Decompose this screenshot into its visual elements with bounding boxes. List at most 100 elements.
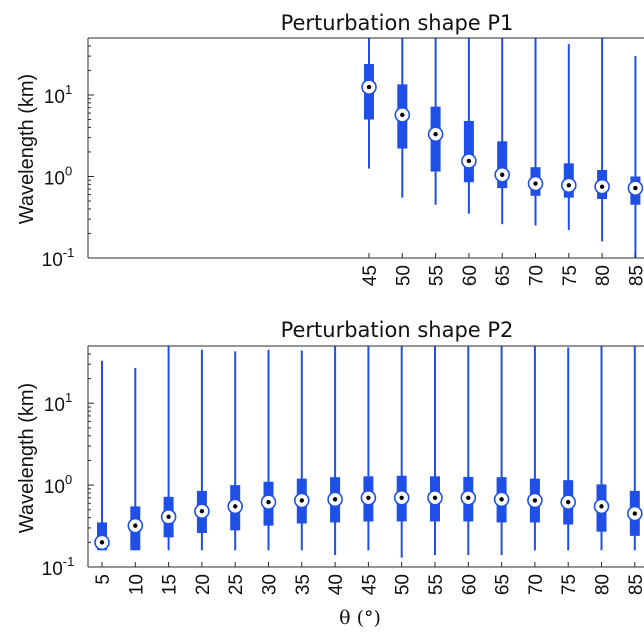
x-tick-label: 80 bbox=[593, 265, 614, 286]
whisker bbox=[200, 349, 203, 551]
y-tick-label: 10-1 bbox=[42, 554, 75, 580]
x-tick-label: 80 bbox=[593, 574, 614, 595]
box-45 bbox=[361, 38, 377, 169]
whisker bbox=[101, 360, 103, 551]
whisker bbox=[367, 346, 370, 551]
median-dot bbox=[366, 84, 372, 90]
whisker bbox=[567, 347, 570, 551]
chart-title-p1: Perturbation shape P1 bbox=[281, 11, 514, 35]
median-dot bbox=[632, 511, 637, 516]
box-85 bbox=[627, 56, 644, 258]
x-tick-label: 85 bbox=[626, 265, 644, 286]
whisker bbox=[600, 346, 603, 551]
whisker bbox=[634, 56, 637, 258]
median-dot bbox=[166, 514, 171, 520]
x-ticks-p1: 45 50 55 60 65 70 75 80 85 bbox=[360, 253, 644, 286]
median-dot bbox=[233, 504, 238, 509]
median-dot bbox=[566, 183, 571, 188]
y-ticks-p1: 10-1 100 101 bbox=[42, 37, 94, 271]
box-80 bbox=[594, 38, 610, 242]
box-75 bbox=[560, 44, 577, 231]
y-axis-label-p1: Wavelength (km) bbox=[16, 74, 38, 224]
whisker bbox=[633, 346, 636, 551]
whisker bbox=[467, 346, 470, 556]
median-dot bbox=[433, 132, 438, 137]
x-tick-label: 55 bbox=[427, 265, 448, 286]
x-tick-label: 5 bbox=[93, 574, 114, 585]
x-tick-label: 75 bbox=[560, 265, 581, 286]
box-30 bbox=[260, 349, 277, 551]
median-dot bbox=[599, 504, 604, 509]
box-70 bbox=[527, 38, 544, 226]
box-iqr bbox=[497, 141, 508, 189]
x-tick-label: 10 bbox=[126, 574, 147, 595]
whisker bbox=[134, 367, 137, 551]
x-tick-label: 65 bbox=[493, 265, 514, 286]
box-25 bbox=[227, 351, 243, 551]
x-tick-label: 65 bbox=[493, 574, 514, 595]
median-dot bbox=[332, 497, 338, 502]
chart-title-p2: Perturbation shape P2 bbox=[281, 318, 514, 342]
median-dot bbox=[533, 181, 538, 186]
box-65 bbox=[493, 346, 510, 556]
panel-p1: Perturbation shape P1 Wavelength (km) 10… bbox=[16, 11, 644, 286]
y-ticks-p2: 10-1 100 101 bbox=[42, 345, 94, 580]
median-dot bbox=[500, 172, 505, 177]
x-tick-label: 35 bbox=[293, 574, 314, 595]
box-5 bbox=[94, 360, 110, 551]
box-60 bbox=[461, 38, 477, 214]
x-tick-label: 60 bbox=[459, 574, 480, 595]
box-60 bbox=[460, 346, 477, 556]
box-50 bbox=[394, 38, 411, 198]
median-dot bbox=[399, 495, 404, 501]
box-20 bbox=[194, 349, 210, 551]
whisker bbox=[567, 44, 570, 231]
median-dot bbox=[599, 184, 605, 189]
median-dot bbox=[466, 158, 472, 164]
median-dot bbox=[400, 112, 405, 118]
x-tick-label: 75 bbox=[559, 574, 580, 595]
x-tick-label: 50 bbox=[393, 265, 414, 286]
median-dot bbox=[266, 499, 271, 505]
y-axis-label-p2: Wavelength (km) bbox=[16, 383, 38, 533]
box-55 bbox=[427, 38, 444, 205]
whisker bbox=[267, 349, 270, 551]
box-75 bbox=[560, 347, 577, 551]
x-ticks-p2: 5 10 15 20 25 30 35 40 45 50 55 60 65 70 75 80 85 bbox=[93, 562, 644, 595]
whisker bbox=[234, 351, 237, 551]
whisker bbox=[534, 38, 537, 226]
x-tick-label: 15 bbox=[160, 574, 181, 595]
box-35 bbox=[293, 350, 310, 551]
y-tick-label: 101 bbox=[44, 82, 72, 108]
x-tick-label: 60 bbox=[460, 265, 481, 286]
x-tick-label: 70 bbox=[527, 265, 548, 286]
boxes-p2 bbox=[94, 346, 643, 558]
x-tick-label: 40 bbox=[326, 574, 347, 595]
panel-p2: Perturbation shape P2 Wavelength (km) 10… bbox=[16, 318, 644, 629]
whisker bbox=[434, 346, 436, 556]
median-dot bbox=[99, 540, 105, 545]
whisker bbox=[334, 346, 337, 556]
y-tick-label: 100 bbox=[44, 163, 72, 189]
box-65 bbox=[494, 38, 511, 225]
x-tick-label: 70 bbox=[526, 574, 547, 595]
median-dot bbox=[532, 498, 538, 503]
median-dot bbox=[466, 495, 471, 501]
whisker bbox=[533, 346, 536, 551]
x-tick-label: 45 bbox=[359, 574, 380, 595]
x-tick-label: 85 bbox=[626, 574, 644, 595]
box-40 bbox=[327, 346, 343, 556]
box-15 bbox=[160, 346, 177, 551]
median-dot bbox=[499, 497, 504, 502]
box-10 bbox=[127, 367, 144, 551]
whisker bbox=[400, 346, 403, 558]
box-55 bbox=[427, 346, 443, 556]
x-tick-label: 50 bbox=[393, 574, 414, 595]
box-iqr bbox=[463, 120, 474, 183]
median-dot bbox=[133, 523, 138, 528]
x-tick-label: 30 bbox=[260, 574, 281, 595]
whisker bbox=[167, 346, 170, 551]
whisker bbox=[601, 38, 604, 242]
x-tick-label: 45 bbox=[360, 265, 381, 286]
y-tick-label: 100 bbox=[44, 472, 72, 498]
